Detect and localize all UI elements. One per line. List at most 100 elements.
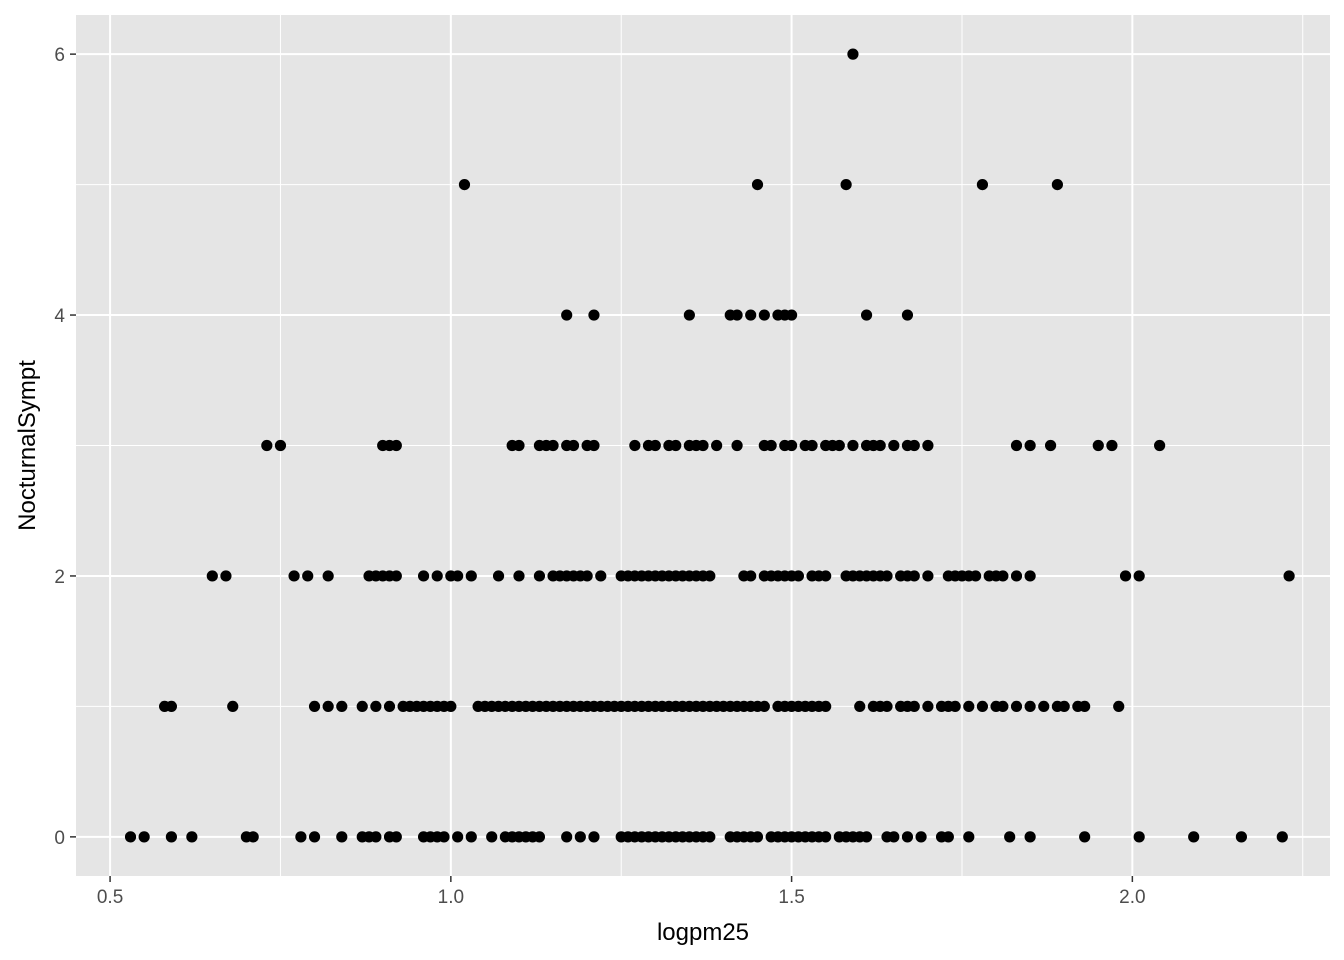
scatter-point [1038,700,1050,713]
data-points [124,48,1295,843]
scatter-point [1004,831,1016,843]
scatter-point [922,700,934,713]
x-tick-label: 0.5 [97,887,123,908]
scatter-point [547,439,559,452]
scatter-point [1044,439,1057,452]
scatter-point [1010,700,1023,713]
scatter-point [976,178,989,191]
scatter-point [1079,700,1091,713]
y-tick-label: 6 [54,45,65,66]
scatter-point [561,831,573,843]
scatter-point [1079,831,1091,843]
scatter-point [533,570,546,582]
scatter-point [356,700,368,713]
scatter-point [1276,831,1288,843]
y-tick-label: 4 [54,306,65,327]
scatter-point [847,439,859,452]
scatter-point [1024,570,1036,582]
scatter-point [227,700,239,713]
scatter-point [574,831,586,843]
scatter-point [1119,570,1132,582]
scatter-point [758,309,770,321]
scatter-point [860,831,873,843]
scatter-point [976,700,989,713]
scatter-point [288,570,300,582]
scatter-point [922,439,934,452]
scatter-point [751,178,764,191]
scatter-point [308,700,321,713]
scatter-point [588,309,600,321]
scatter-point [833,439,845,452]
scatter-point [561,309,573,321]
scatter-point [513,439,525,452]
scatter-point [758,700,770,713]
scatter-point [697,439,709,452]
scatter-point [595,570,607,582]
scatter-point [949,700,961,713]
scatter-point [881,570,893,582]
scatter-point [888,831,900,843]
scatter-point [820,570,832,582]
scatter-point [513,570,525,582]
scatter-point [302,570,314,582]
scatter-point [820,831,832,843]
scatter-point [1024,831,1036,843]
y-axis-title: NocturnalSympt [14,360,41,531]
x-tick-label: 2.0 [1119,887,1145,908]
scatter-point [390,570,402,582]
scatter-point [670,439,682,452]
scatter-point [840,178,852,191]
scatter-point [854,700,866,713]
scatter-point [1283,570,1295,582]
scatter-point [1051,178,1063,191]
scatter-point [274,439,287,452]
x-axis: 0.5 1.0 1.5 2.0 [97,876,1146,908]
x-tick-label: 1.5 [778,887,804,908]
scatter-point [1154,439,1166,452]
scatter-point [336,700,348,713]
y-tick-label: 2 [54,567,65,588]
scatter-point [1133,570,1145,582]
scatter-point [445,700,457,713]
scatter-point [908,439,920,452]
scatter-point [1106,439,1118,452]
scatter-point [922,570,934,582]
scatter-point [629,439,641,452]
scatter-point [820,700,832,713]
y-tick-label: 0 [54,828,65,849]
scatter-point [390,831,402,843]
scatter-point [452,831,464,843]
scatter-point [888,439,900,452]
scatter-point [431,570,443,582]
scatter-point [881,700,893,713]
scatter-point [124,831,137,843]
scatter-point [370,831,382,843]
scatter-point [751,831,764,843]
scatter-point [785,439,798,452]
scatter-point [745,570,757,582]
scatter-point [942,831,954,843]
scatter-point [452,570,464,582]
scatter-point [963,831,975,843]
scatter-point [533,831,546,843]
scatter-point [792,570,805,582]
scatter-point [308,831,321,843]
scatter-point [383,700,396,713]
scatter-point [206,570,218,582]
scatter-point [874,439,886,452]
scatter-point [1235,831,1248,843]
scatter-point [438,831,450,843]
scatter-point [963,700,975,713]
scatter-point [765,439,777,452]
scatter-point [322,700,334,713]
scatter-point [1188,831,1200,843]
scatter-point [588,439,600,452]
scatter-point [165,700,178,713]
scatter-point [165,831,178,843]
scatter-point [908,700,920,713]
scatter-point [295,831,307,843]
scatter-point [1058,700,1070,713]
scatter-point [261,439,273,452]
scatter-point [581,570,593,582]
